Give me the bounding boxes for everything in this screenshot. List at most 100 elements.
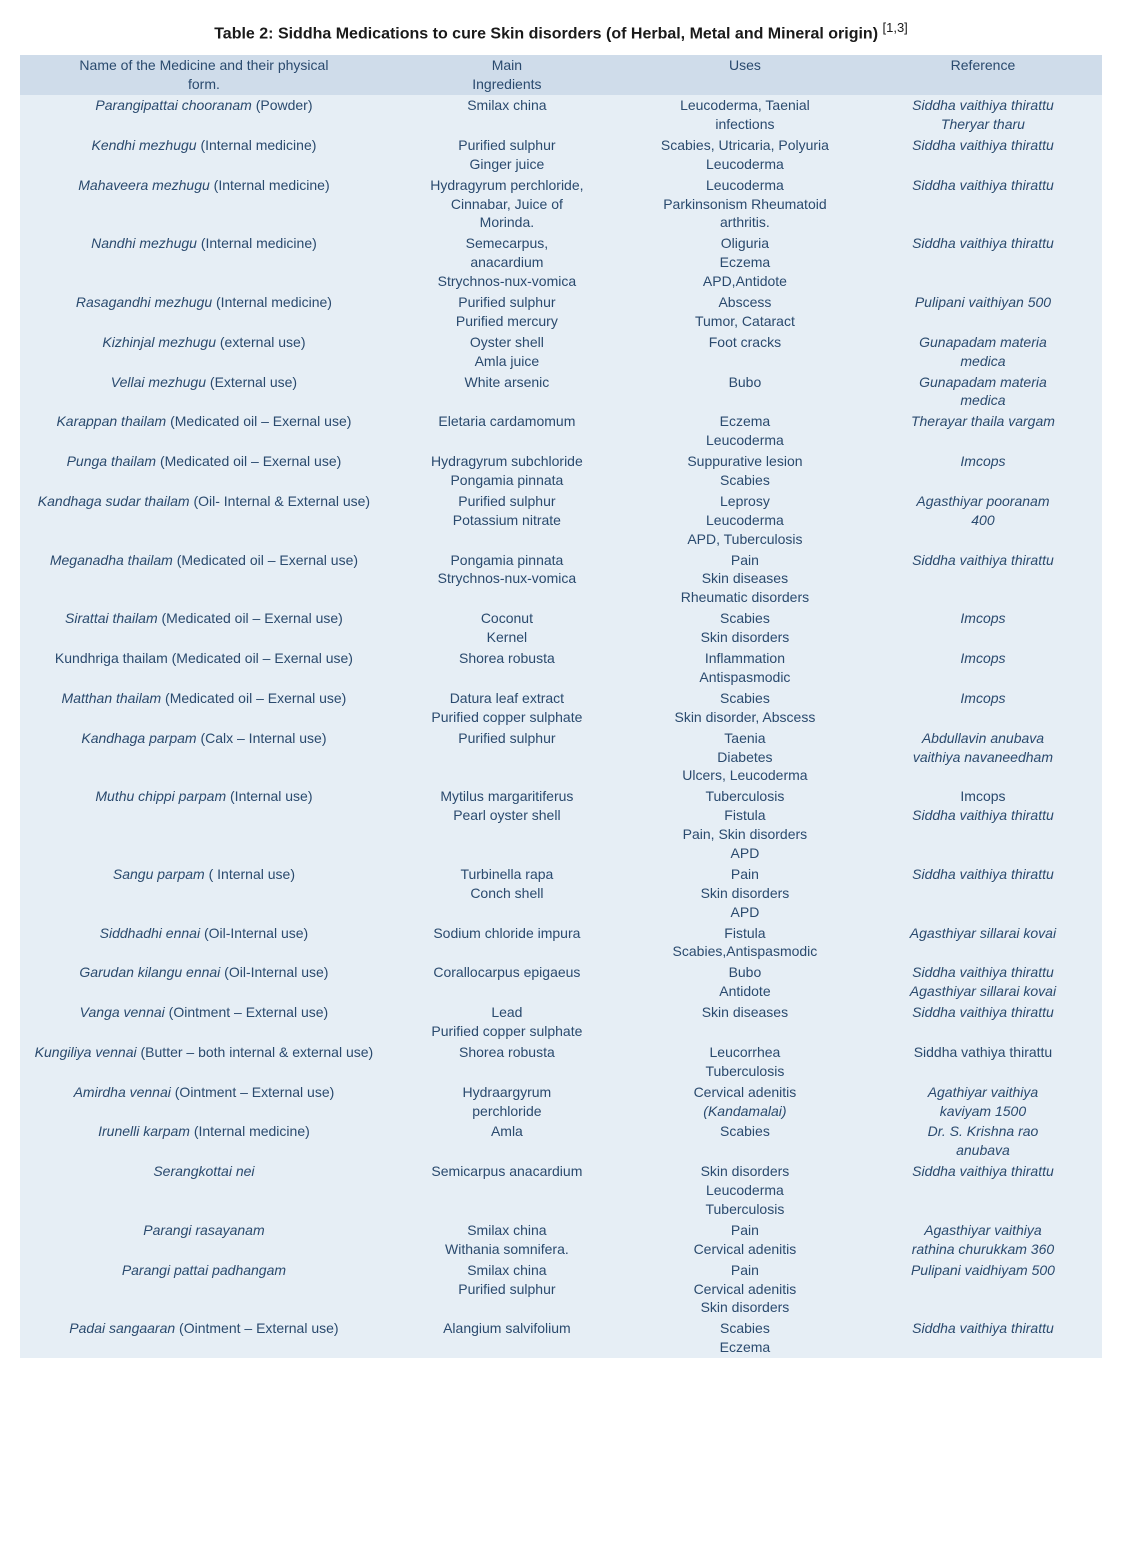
table-row: Rasagandhi mezhugu (Internal medicine)Pu… — [20, 292, 1102, 332]
table-row: Irunelli karpam (Internal medicine)AmlaS… — [20, 1121, 1102, 1161]
table-row: Kizhinjal mezhugu (external use)Oyster s… — [20, 332, 1102, 372]
cell-reference: Abdullavin anubavavaithiya navaneedham — [864, 728, 1102, 787]
cell-reference: Siddha vaithiya thirattu — [864, 1161, 1102, 1220]
cell-ingredients: Turbinella rapaConch shell — [388, 864, 626, 923]
cell-reference: Pulipani vaithiyan 500 — [864, 292, 1102, 332]
cell-medicine-name: Karappan thailam (Medicated oil – Exerna… — [20, 411, 388, 451]
cell-uses: ScabiesEczema — [626, 1318, 864, 1358]
cell-ingredients: Mytilus margaritiferusPearl oyster shell — [388, 786, 626, 864]
cell-ingredients: Hydraargyrumperchloride — [388, 1082, 626, 1122]
cell-uses: Scabies — [626, 1121, 864, 1161]
cell-medicine-name: Siddhadhi ennai (Oil-Internal use) — [20, 923, 388, 963]
table-row: Kungiliya vennai (Butter – both internal… — [20, 1042, 1102, 1082]
cell-uses: Skin disordersLeucodermaTuberculosis — [626, 1161, 864, 1220]
table-row: Kundhriga thailam (Medicated oil – Exern… — [20, 648, 1102, 688]
cell-reference: Gunapadam materiamedica — [864, 372, 1102, 412]
cell-uses: PainSkin disordersAPD — [626, 864, 864, 923]
cell-reference: Imcops — [864, 608, 1102, 648]
table-row: Sangu parpam ( Internal use)Turbinella r… — [20, 864, 1102, 923]
table-title: Table 2: Siddha Medications to cure Skin… — [20, 20, 1102, 43]
cell-ingredients: Alangium salvifolium — [388, 1318, 626, 1358]
cell-uses: Leucoderma, Taenialinfections — [626, 95, 864, 135]
cell-medicine-name: Sangu parpam ( Internal use) — [20, 864, 388, 923]
table-row: Parangi pattai padhangamSmilax chinaPuri… — [20, 1260, 1102, 1319]
cell-reference: Agathiyar vaithiyakaviyam 1500 — [864, 1082, 1102, 1122]
cell-uses: AbscessTumor, Cataract — [626, 292, 864, 332]
table-row: Kendhi mezhugu (Internal medicine)Purifi… — [20, 135, 1102, 175]
cell-ingredients: Purified sulphurPotassium nitrate — [388, 491, 626, 550]
cell-medicine-name: Muthu chippi parpam (Internal use) — [20, 786, 388, 864]
cell-ingredients: Oyster shellAmla juice — [388, 332, 626, 372]
cell-uses: OliguriaEczemaAPD,Antidote — [626, 233, 864, 292]
cell-reference: Siddha vaithiya thirattuAgasthiyar silla… — [864, 962, 1102, 1002]
cell-uses: LeprosyLeucodermaAPD, Tuberculosis — [626, 491, 864, 550]
cell-reference: Therayar thaila vargam — [864, 411, 1102, 451]
cell-uses: Skin diseases — [626, 1002, 864, 1042]
cell-uses: InflammationAntispasmodic — [626, 648, 864, 688]
cell-ingredients: Corallocarpus epigaeus — [388, 962, 626, 1002]
cell-medicine-name: Kungiliya vennai (Butter – both internal… — [20, 1042, 388, 1082]
table-row: Karappan thailam (Medicated oil – Exerna… — [20, 411, 1102, 451]
cell-reference: Imcops — [864, 648, 1102, 688]
table-row: Siddhadhi ennai (Oil-Internal use)Sodium… — [20, 923, 1102, 963]
header-col-ingredients: Main Ingredients — [388, 55, 626, 95]
cell-medicine-name: Padai sangaaran (Ointment – External use… — [20, 1318, 388, 1358]
cell-ingredients: White arsenic — [388, 372, 626, 412]
cell-uses: FistulaScabies,Antispasmodic — [626, 923, 864, 963]
cell-medicine-name: Parangi rasayanam — [20, 1220, 388, 1260]
cell-uses: Foot cracks — [626, 332, 864, 372]
table-body: Parangipattai chooranam (Powder)Smilax c… — [20, 95, 1102, 1358]
table-row: Punga thailam (Medicated oil – Exernal u… — [20, 451, 1102, 491]
cell-uses: Scabies, Utricaria, PolyuriaLeucoderma — [626, 135, 864, 175]
cell-reference: Agasthiyar pooranam400 — [864, 491, 1102, 550]
cell-medicine-name: Rasagandhi mezhugu (Internal medicine) — [20, 292, 388, 332]
cell-uses: Suppurative lesionScabies — [626, 451, 864, 491]
cell-uses: TuberculosisFistulaPain, Skin disordersA… — [626, 786, 864, 864]
cell-medicine-name: Kandhaga parpam (Calx – Internal use) — [20, 728, 388, 787]
medications-table: Name of the Medicine and their physical … — [20, 55, 1102, 1358]
cell-reference: Siddha vaithiya thirattuTheryar tharu — [864, 95, 1102, 135]
table-row: Kandhaga sudar thailam (Oil- Internal & … — [20, 491, 1102, 550]
cell-medicine-name: Parangi pattai padhangam — [20, 1260, 388, 1319]
cell-ingredients: LeadPurified copper sulphate — [388, 1002, 626, 1042]
cell-ingredients: Shorea robusta — [388, 1042, 626, 1082]
table-row: Vellai mezhugu (External use)White arsen… — [20, 372, 1102, 412]
cell-uses: PainCervical adenitis — [626, 1220, 864, 1260]
header-col-reference: Reference — [864, 55, 1102, 95]
cell-ingredients: Pongamia pinnataStrychnos-nux-vomica — [388, 550, 626, 609]
cell-medicine-name: Vanga vennai (Ointment – External use) — [20, 1002, 388, 1042]
cell-ingredients: Smilax china — [388, 95, 626, 135]
cell-ingredients: Smilax chinaPurified sulphur — [388, 1260, 626, 1319]
cell-medicine-name: Serangkottai nei — [20, 1161, 388, 1220]
cell-medicine-name: Vellai mezhugu (External use) — [20, 372, 388, 412]
cell-medicine-name: Punga thailam (Medicated oil – Exernal u… — [20, 451, 388, 491]
cell-reference: Siddha vaithiya thirattu — [864, 550, 1102, 609]
cell-reference: Siddha vaithiya thirattu — [864, 1002, 1102, 1042]
cell-reference: Siddha vaithiya thirattu — [864, 233, 1102, 292]
cell-ingredients: Shorea robusta — [388, 648, 626, 688]
cell-reference: Agasthiyar vaithiyarathina churukkam 360 — [864, 1220, 1102, 1260]
cell-reference: Siddha vaithiya thirattu — [864, 864, 1102, 923]
cell-ingredients: Datura leaf extractPurified copper sulph… — [388, 688, 626, 728]
cell-uses: EczemaLeucoderma — [626, 411, 864, 451]
cell-uses: Cervical adenitis(Kandamalai) — [626, 1082, 864, 1122]
cell-ingredients: Purified sulphurPurified mercury — [388, 292, 626, 332]
table-row: Muthu chippi parpam (Internal use)Mytilu… — [20, 786, 1102, 864]
table-row: Meganadha thailam (Medicated oil – Exern… — [20, 550, 1102, 609]
cell-uses: LeucorrheaTuberculosis — [626, 1042, 864, 1082]
cell-medicine-name: Kundhriga thailam (Medicated oil – Exern… — [20, 648, 388, 688]
cell-reference: Imcops — [864, 688, 1102, 728]
cell-ingredients: Semecarpus,anacardiumStrychnos-nux-vomic… — [388, 233, 626, 292]
cell-uses: TaeniaDiabetesUlcers, Leucoderma — [626, 728, 864, 787]
cell-medicine-name: Mahaveera mezhugu (Internal medicine) — [20, 175, 388, 234]
cell-reference: Imcops — [864, 451, 1102, 491]
table-row: Kandhaga parpam (Calx – Internal use)Pur… — [20, 728, 1102, 787]
cell-uses: PainCervical adenitisSkin disorders — [626, 1260, 864, 1319]
cell-uses: Bubo — [626, 372, 864, 412]
cell-medicine-name: Meganadha thailam (Medicated oil – Exern… — [20, 550, 388, 609]
table-row: Sirattai thailam (Medicated oil – Exerna… — [20, 608, 1102, 648]
table-row: Padai sangaaran (Ointment – External use… — [20, 1318, 1102, 1358]
table-row: Mahaveera mezhugu (Internal medicine)Hyd… — [20, 175, 1102, 234]
header-col-name: Name of the Medicine and their physical … — [20, 55, 388, 95]
cell-medicine-name: Nandhi mezhugu (Internal medicine) — [20, 233, 388, 292]
